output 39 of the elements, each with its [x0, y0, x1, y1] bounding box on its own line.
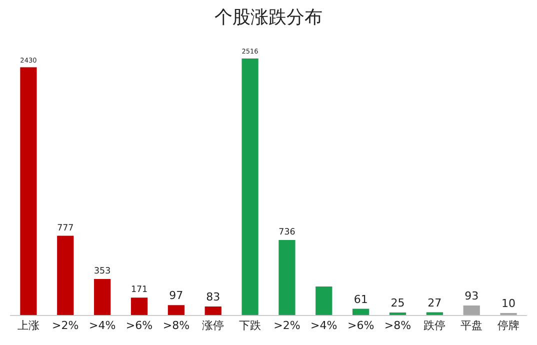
- bar: [426, 312, 443, 315]
- x-tick-label: >4%: [88, 319, 116, 332]
- data-label: 93: [464, 290, 479, 303]
- x-tick-label: >4%: [310, 319, 338, 332]
- bar: [57, 236, 74, 315]
- bar: [20, 67, 37, 315]
- bar: [316, 286, 332, 315]
- bar: [204, 306, 222, 315]
- bar: [463, 306, 480, 315]
- x-tick-label: >8%: [384, 319, 412, 332]
- x-tick-label: >2%: [274, 319, 300, 332]
- x-tick-label: 平盘: [460, 319, 483, 332]
- x-tick-label: >6%: [347, 319, 374, 332]
- data-label: 97: [169, 289, 184, 302]
- bar: [94, 279, 111, 315]
- bar: [278, 240, 296, 315]
- data-label: 171: [130, 285, 148, 296]
- bar: [168, 305, 184, 315]
- bar: [130, 298, 148, 315]
- x-tick-label: 上涨: [17, 319, 40, 332]
- data-label: 25: [390, 296, 405, 310]
- data-label: 27: [428, 296, 442, 310]
- bar: [352, 308, 370, 315]
- x-tick-label: 下跌: [239, 319, 262, 332]
- x-tick-label: 跌停: [424, 319, 446, 332]
- x-tick-label: >8%: [162, 319, 190, 332]
- data-label: 736: [278, 228, 296, 238]
- bar: [242, 58, 258, 315]
- x-tick-label: 停牌: [498, 319, 520, 332]
- x-tick-label: >6%: [126, 319, 153, 332]
- chart-title: 个股涨跌分布: [214, 6, 322, 28]
- data-label: 83: [206, 290, 220, 304]
- bar: [389, 312, 406, 315]
- data-label: 61: [354, 292, 368, 306]
- data-label: 777: [57, 223, 74, 234]
- data-label: 353: [94, 266, 111, 277]
- x-tick-label: 涨停: [202, 319, 224, 332]
- x-tick-label: >2%: [52, 319, 79, 332]
- data-label: 10: [502, 297, 516, 310]
